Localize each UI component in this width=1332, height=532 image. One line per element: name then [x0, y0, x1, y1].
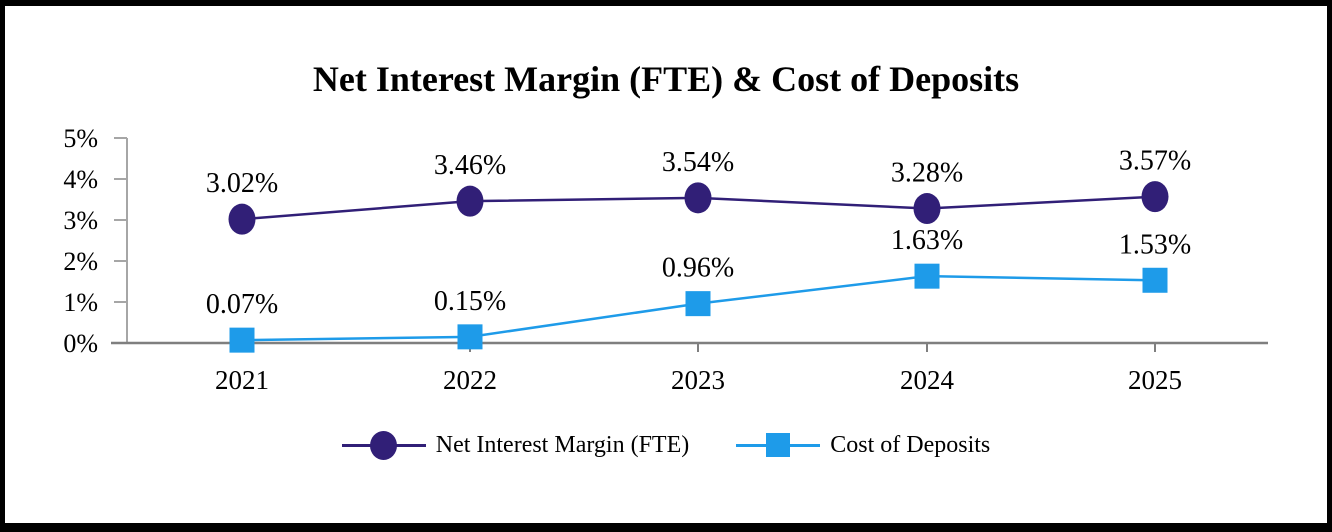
x-tick-label: 2021 [215, 365, 269, 395]
y-tick-label: 3% [63, 206, 98, 235]
plot-area: 0% 1% 2% 3% 4% 5% 2021 2022 2023 2024 2025 3.02% 3.4… [63, 124, 1268, 395]
x-tick-label: 2023 [671, 365, 725, 395]
data-point-circle [1141, 181, 1169, 213]
data-point-label: 0.15% [434, 286, 506, 317]
legend-label-net-interest-margin-fte: Net Interest Margin (FTE) [435, 431, 690, 458]
data-point-label: 1.63% [891, 225, 963, 256]
y-tick-label: 1% [63, 288, 98, 317]
data-point-label: 1.53% [1119, 229, 1191, 260]
data-point-label: 3.28% [891, 158, 963, 189]
y-tick-label: 2% [63, 247, 98, 276]
data-point-square [914, 263, 940, 289]
data-point-square [1142, 267, 1168, 293]
y-tick-label: 5% [63, 124, 98, 153]
chart-title: Net Interest Margin (FTE) & Cost of Depo… [312, 59, 1020, 99]
legend-circle-swatch [370, 430, 398, 460]
data-point-circle [913, 193, 941, 225]
legend-square-swatch [766, 433, 791, 457]
data-point-label: 0.07% [206, 289, 278, 320]
data-point-label: 3.02% [206, 168, 278, 199]
data-point-circle [228, 203, 256, 235]
data-point-label: 3.46% [434, 150, 506, 181]
legend-item-net-interest-margin-fte: Net Interest Margin (FTE) [341, 430, 690, 460]
data-point-label: 3.54% [662, 147, 734, 178]
y-tick-label: 0% [63, 329, 98, 358]
data-point-circle [456, 185, 484, 217]
data-point-label: 3.57% [1119, 146, 1191, 177]
data-point-label: 0.96% [662, 253, 734, 284]
x-tick-label: 2025 [1128, 365, 1182, 395]
circle-marker-icon [341, 430, 426, 460]
square-marker-icon [736, 430, 821, 460]
legend-item-cost-of-deposits: Cost of Deposits [736, 430, 990, 460]
y-tick-label: 4% [63, 165, 98, 194]
data-point-circle [684, 182, 712, 214]
data-point-square [685, 291, 711, 317]
data-point-square [457, 324, 483, 350]
x-tick-label: 2022 [443, 365, 497, 395]
legend: Net Interest Margin (FTE) Cost of Deposi… [5, 430, 1327, 460]
legend-label-cost-of-deposits: Cost of Deposits [830, 431, 991, 458]
x-tick-label: 2024 [900, 365, 955, 395]
data-point-square [229, 327, 255, 353]
